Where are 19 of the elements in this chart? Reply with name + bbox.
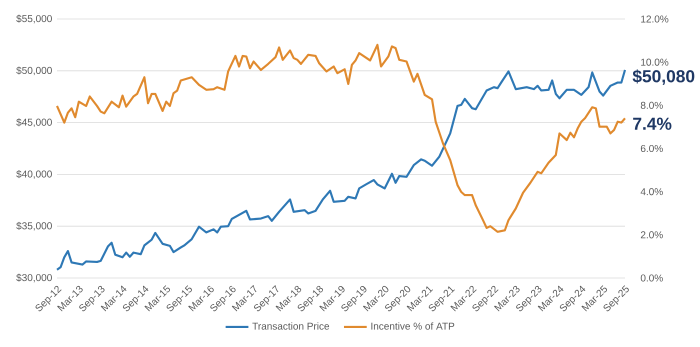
y2-tick-label: 6.0% xyxy=(640,144,663,152)
y2-tick-label: 2.0% xyxy=(640,231,663,238)
line-series xyxy=(56,44,626,233)
y-tick-label: $35,000 xyxy=(16,222,52,231)
legend-label: Incentive % of ATP xyxy=(371,322,454,330)
y-tick-label: $55,000 xyxy=(16,14,52,24)
text: $50,080 xyxy=(632,69,694,85)
legend-label: Transaction Price xyxy=(252,322,330,330)
y-tick-label: $30,000 xyxy=(16,274,52,282)
y2-tick-label: 10.0% xyxy=(641,58,668,66)
text: 7.4% xyxy=(633,118,672,130)
y2-tick-label: 8.0% xyxy=(640,102,663,109)
y-tick-label: $40,000 xyxy=(16,170,52,179)
y-tick-label: $45,000 xyxy=(16,118,52,127)
y2-tick-label: 4.0% xyxy=(640,188,663,196)
y2-tick-label: 0.0% xyxy=(640,274,663,282)
y2-tick-label: 12.0% xyxy=(641,15,668,23)
y-tick-label: $50,000 xyxy=(16,66,52,76)
line-series xyxy=(56,68,626,271)
